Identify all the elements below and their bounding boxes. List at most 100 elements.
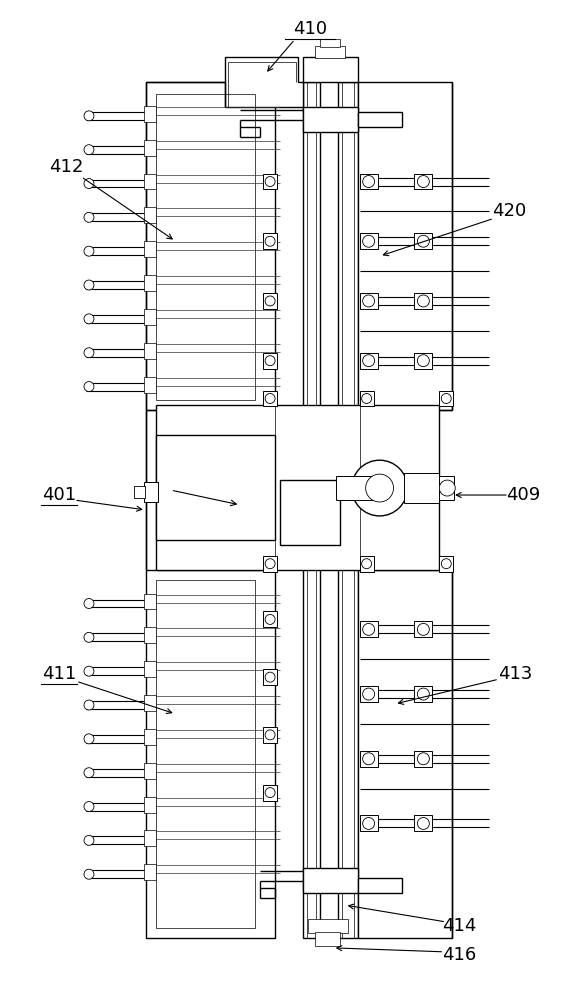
- Bar: [144, 140, 156, 156]
- Circle shape: [84, 734, 94, 744]
- Bar: [303, 57, 357, 82]
- Circle shape: [363, 753, 374, 765]
- Bar: [144, 106, 156, 122]
- Text: 414: 414: [442, 917, 477, 935]
- Bar: [320, 39, 340, 47]
- Circle shape: [84, 666, 94, 676]
- Text: 401: 401: [42, 486, 76, 504]
- Text: 416: 416: [442, 946, 477, 964]
- Circle shape: [418, 235, 429, 247]
- Circle shape: [442, 394, 451, 403]
- Circle shape: [363, 688, 374, 700]
- Bar: [303, 107, 357, 132]
- Circle shape: [366, 474, 394, 502]
- Bar: [263, 391, 277, 406]
- Bar: [144, 377, 156, 393]
- Bar: [415, 353, 432, 369]
- Bar: [415, 751, 432, 767]
- Circle shape: [265, 394, 275, 403]
- Bar: [263, 556, 277, 572]
- Bar: [263, 233, 277, 249]
- Bar: [156, 580, 255, 928]
- Circle shape: [439, 480, 455, 496]
- Bar: [145, 82, 275, 410]
- Bar: [144, 763, 156, 779]
- Bar: [144, 830, 156, 846]
- Circle shape: [418, 355, 429, 367]
- Circle shape: [363, 355, 374, 367]
- Circle shape: [361, 394, 371, 403]
- Circle shape: [418, 753, 429, 765]
- Bar: [405, 473, 439, 503]
- Bar: [357, 878, 402, 893]
- Bar: [145, 570, 275, 938]
- Circle shape: [265, 559, 275, 569]
- Bar: [357, 82, 452, 410]
- Bar: [308, 919, 347, 933]
- Polygon shape: [225, 57, 303, 107]
- Bar: [144, 343, 156, 359]
- Bar: [144, 207, 156, 223]
- Bar: [156, 94, 255, 400]
- Text: 409: 409: [506, 486, 540, 504]
- Circle shape: [84, 700, 94, 710]
- Bar: [144, 275, 156, 291]
- Bar: [263, 611, 277, 627]
- Bar: [360, 556, 374, 572]
- Bar: [439, 476, 454, 500]
- Bar: [144, 864, 156, 880]
- Circle shape: [84, 111, 94, 121]
- Circle shape: [84, 632, 94, 642]
- Bar: [336, 476, 380, 500]
- Bar: [360, 391, 374, 406]
- Circle shape: [84, 179, 94, 188]
- Circle shape: [84, 599, 94, 608]
- Bar: [156, 405, 439, 570]
- Circle shape: [265, 296, 275, 306]
- Bar: [415, 686, 432, 702]
- Text: 420: 420: [492, 202, 526, 220]
- Circle shape: [363, 623, 374, 635]
- Text: 412: 412: [49, 158, 84, 176]
- Bar: [360, 686, 378, 702]
- Text: 410: 410: [293, 20, 327, 38]
- Text: 411: 411: [42, 665, 77, 683]
- Circle shape: [265, 788, 275, 798]
- Circle shape: [84, 314, 94, 324]
- Bar: [360, 751, 378, 767]
- Bar: [360, 174, 378, 189]
- Bar: [263, 174, 277, 189]
- Bar: [144, 594, 156, 609]
- Circle shape: [84, 348, 94, 358]
- Bar: [144, 695, 156, 711]
- Bar: [144, 661, 156, 677]
- Bar: [134, 486, 145, 498]
- Circle shape: [418, 176, 429, 187]
- Bar: [357, 570, 452, 938]
- Circle shape: [84, 246, 94, 256]
- Bar: [439, 556, 453, 572]
- Circle shape: [84, 212, 94, 222]
- Circle shape: [361, 559, 371, 569]
- Bar: [415, 815, 432, 831]
- Bar: [263, 669, 277, 685]
- Bar: [315, 932, 340, 946]
- Bar: [263, 727, 277, 743]
- Bar: [144, 174, 156, 189]
- Circle shape: [265, 177, 275, 186]
- Circle shape: [84, 768, 94, 778]
- Bar: [360, 815, 378, 831]
- Circle shape: [363, 295, 374, 307]
- Circle shape: [352, 460, 408, 516]
- Bar: [360, 353, 378, 369]
- Bar: [360, 233, 378, 249]
- Bar: [144, 797, 156, 813]
- Circle shape: [265, 730, 275, 740]
- Circle shape: [418, 295, 429, 307]
- Circle shape: [363, 176, 374, 187]
- Bar: [415, 621, 432, 637]
- Bar: [439, 391, 453, 406]
- Circle shape: [418, 817, 429, 829]
- Bar: [280, 480, 340, 545]
- Circle shape: [442, 559, 451, 569]
